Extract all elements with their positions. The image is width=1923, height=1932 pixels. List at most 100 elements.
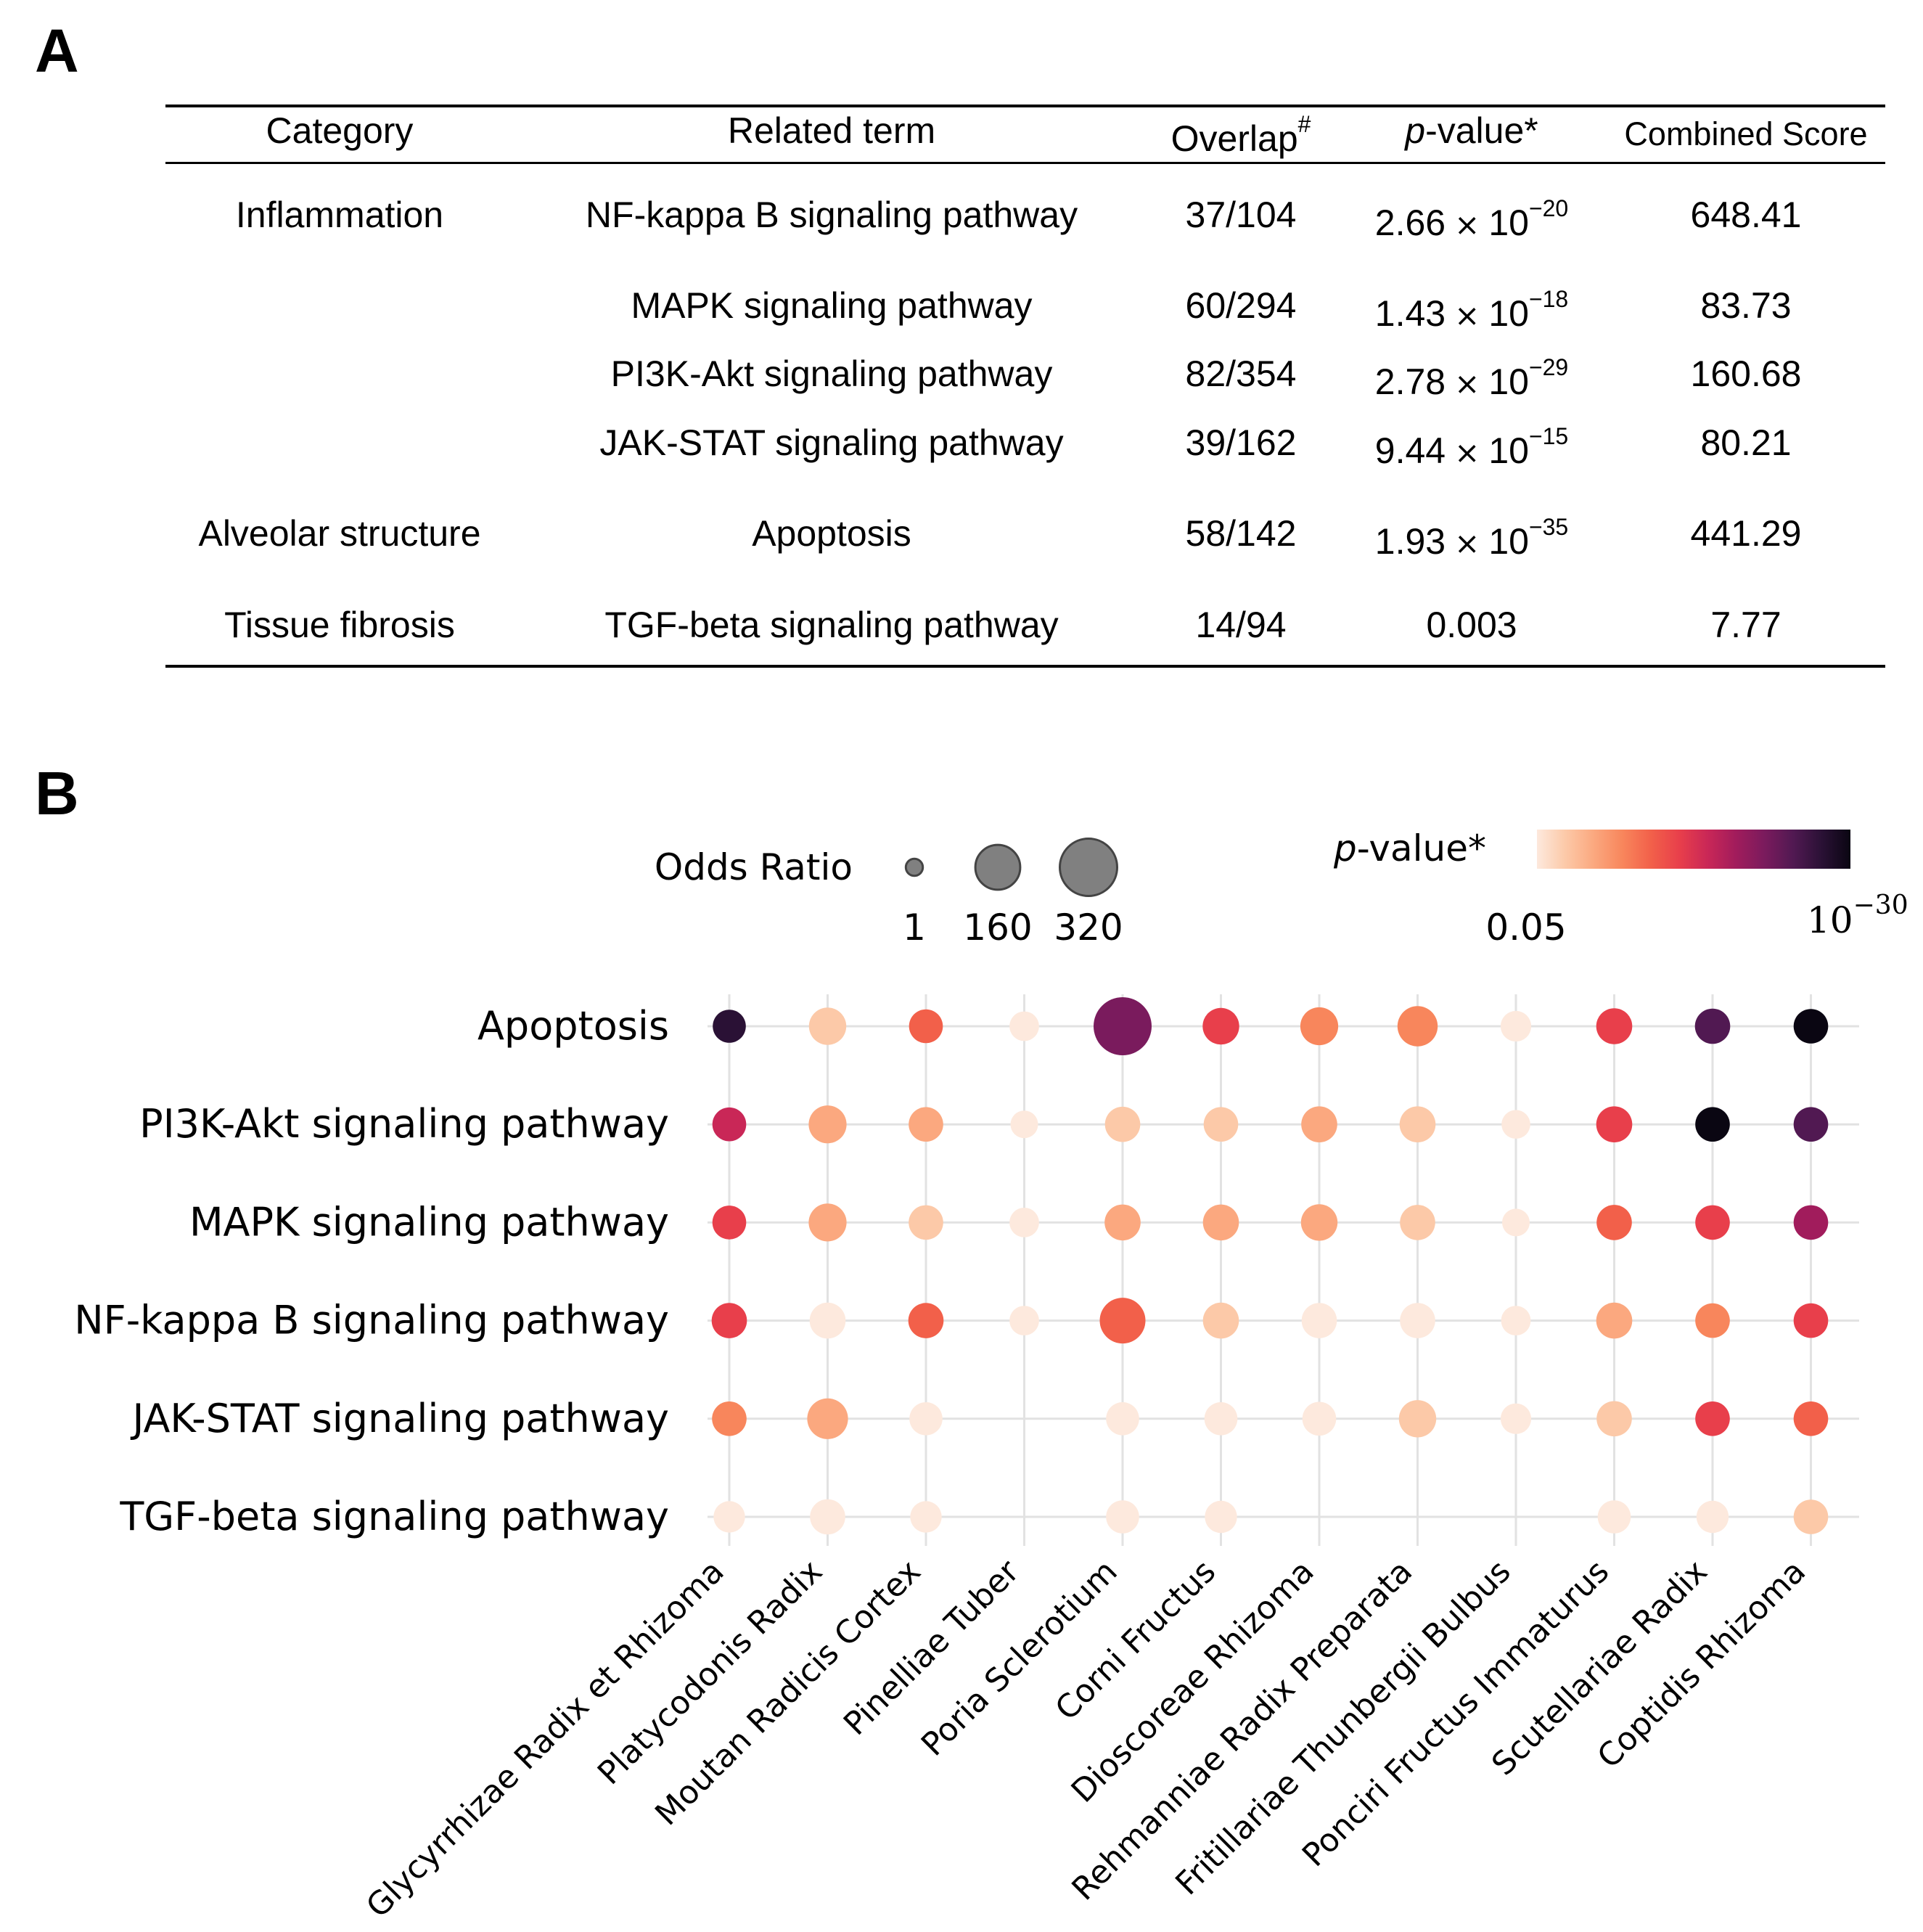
chart-legend: Odds Ratio 1 160 320 p-value* 0.05 10−30 xyxy=(655,827,1908,949)
cell-p-value: 0.003 xyxy=(1426,605,1517,645)
cell-combined-score: 83.73 xyxy=(1700,285,1792,326)
data-dot xyxy=(810,1499,845,1535)
data-dot xyxy=(1793,1205,1829,1240)
data-dot xyxy=(1500,1403,1532,1434)
size-legend-dots xyxy=(904,838,1118,897)
data-dot xyxy=(1397,1006,1438,1047)
data-dot xyxy=(808,1105,847,1144)
data-dot xyxy=(1301,1106,1337,1142)
cell-related-term: PI3K-Akt signaling pathway xyxy=(610,353,1053,394)
cell-combined-score: 160.68 xyxy=(1690,353,1802,394)
data-dot xyxy=(1695,1401,1730,1436)
header-category: Category xyxy=(266,110,414,151)
color-legend-title-italic: p xyxy=(1333,827,1357,869)
p-exponent: −15 xyxy=(1528,423,1569,449)
data-dot xyxy=(712,1107,747,1142)
data-dot xyxy=(1204,1402,1238,1436)
p-base: 10 xyxy=(1488,521,1529,562)
p-base: 10 xyxy=(1488,202,1529,243)
data-dot xyxy=(1596,1106,1633,1142)
data-dot xyxy=(712,1206,747,1240)
size-legend-title: Odds Ratio xyxy=(655,846,853,888)
data-dot xyxy=(1696,1500,1729,1534)
data-dot xyxy=(909,1107,943,1142)
panel-label-b: B xyxy=(35,759,79,827)
p-exponent: −20 xyxy=(1528,195,1569,221)
data-dot xyxy=(909,1402,943,1436)
size-legend-dot xyxy=(974,843,1022,891)
data-dot xyxy=(1009,1208,1039,1237)
size-legend-label: 320 xyxy=(1054,906,1123,949)
cell-category: Alveolar structure xyxy=(198,513,481,554)
panel-label-a: A xyxy=(35,17,79,85)
cell-category: Inflammation xyxy=(235,195,444,235)
p-base: 10 xyxy=(1488,361,1529,402)
data-dot xyxy=(1793,1401,1829,1436)
y-tick-label: NF-kappa B signaling pathway xyxy=(74,1298,669,1343)
header-overlap: Overlap# xyxy=(1171,112,1311,157)
data-dot xyxy=(809,1302,846,1339)
data-dot xyxy=(910,1501,942,1533)
cell-p-value: 2.78 × 10−29 xyxy=(1375,356,1568,400)
data-dot xyxy=(1694,1008,1731,1044)
data-dot xyxy=(1793,1009,1829,1044)
data-dot xyxy=(1203,1107,1239,1142)
y-tick-label: PI3K-Akt signaling pathway xyxy=(139,1101,669,1147)
data-dot xyxy=(1793,1303,1829,1338)
cell-related-term: JAK-STAT signaling pathway xyxy=(599,422,1064,463)
data-dot xyxy=(807,1398,848,1439)
p-base: 10 xyxy=(1488,293,1529,334)
data-dot xyxy=(1695,1205,1730,1240)
data-dot xyxy=(1094,997,1152,1055)
times-sign: × xyxy=(1454,207,1480,242)
plot-grid xyxy=(708,994,1859,1546)
size-legend-label: 160 xyxy=(963,906,1032,949)
cell-overlap: 14/94 xyxy=(1195,605,1287,645)
y-tick-label: Apoptosis xyxy=(477,1003,669,1049)
colorbar-max-exp: −30 xyxy=(1853,891,1908,920)
cell-combined-score: 7.77 xyxy=(1710,605,1781,645)
data-dot xyxy=(1099,1298,1146,1344)
data-dot xyxy=(1106,1500,1139,1534)
color-legend-title-rest: -value* xyxy=(1357,827,1486,869)
cell-overlap: 60/294 xyxy=(1185,285,1297,326)
table-header-rule xyxy=(165,162,1885,164)
table-top-rule xyxy=(165,105,1885,107)
p-exponent: −18 xyxy=(1528,286,1569,312)
data-dot xyxy=(1597,1500,1631,1534)
data-dot xyxy=(1793,1107,1829,1142)
data-dot xyxy=(1300,1007,1339,1046)
data-dot xyxy=(808,1007,847,1045)
data-dot xyxy=(713,1501,745,1533)
header-overlap-text: Overlap xyxy=(1170,118,1298,159)
y-tick-label: JAK-STAT signaling pathway xyxy=(131,1396,670,1441)
p-mantissa: 2.78 xyxy=(1374,361,1446,402)
data-dot xyxy=(1501,1110,1530,1139)
table-bottom-rule xyxy=(165,665,1885,668)
data-dot xyxy=(1695,1303,1730,1338)
data-dot xyxy=(1205,1500,1237,1534)
size-legend-dot xyxy=(904,857,924,877)
size-legend-label: 1 xyxy=(903,906,926,949)
data-dot xyxy=(1202,1204,1239,1241)
data-dot xyxy=(712,1401,747,1436)
data-dot xyxy=(1793,1499,1829,1534)
colorbar-min-label: 0.05 xyxy=(1485,906,1566,949)
data-dot xyxy=(909,1009,943,1044)
p-exponent: −29 xyxy=(1528,354,1569,380)
cell-related-term: Apoptosis xyxy=(752,513,911,554)
plot-dots xyxy=(711,997,1829,1535)
header-p-rest: -value* xyxy=(1425,110,1538,151)
data-dot xyxy=(909,1205,943,1240)
p-mantissa: 9.44 xyxy=(1374,430,1446,471)
data-dot xyxy=(1596,1205,1632,1240)
cell-overlap: 37/104 xyxy=(1185,195,1297,235)
size-legend-dot xyxy=(1059,838,1118,897)
data-dot xyxy=(808,1203,847,1242)
data-dot xyxy=(1501,1306,1531,1335)
data-dot xyxy=(1399,1106,1436,1142)
data-dot xyxy=(1596,1401,1632,1437)
data-dot xyxy=(1104,1106,1141,1142)
data-dot xyxy=(1400,1205,1435,1240)
